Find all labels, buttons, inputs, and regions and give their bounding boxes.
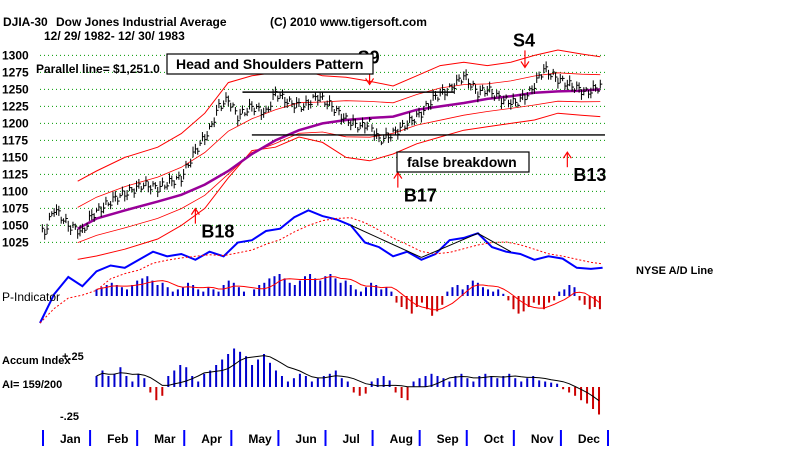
month-label: May [248,432,272,446]
signal-arrowhead [520,61,530,69]
y-tick-label: 1075 [2,201,29,215]
parallel-line-label: Parallel line= $1,251.0 [36,62,160,76]
inner-lower-band-line [77,100,601,243]
ad-trendline [350,224,422,258]
moving-average [77,88,601,230]
accum-tick-bottom: -.25 [60,411,79,423]
signal-label: S4 [513,30,535,50]
y-tick-label: 1175 [2,133,28,147]
accum-index-panel [95,348,601,415]
y-tick-label: 1125 [2,167,28,181]
price-bars [41,61,603,240]
y-tick-label: 1025 [2,235,29,249]
month-label: Sep [437,432,459,446]
neckline-lines [242,91,605,136]
grid: 1300 1275 1250 1225 1200 1175 1150 1125 1100 1075… [2,48,605,249]
month-label: Aug [390,432,413,446]
copyright: (C) 2010 www.tigersoft.com [270,15,427,29]
chart-symbol: DJIA-30 [3,15,48,29]
accum-index-label: Accum Index [2,355,71,367]
date-range: 12/ 29/ 1982- 12/ 30/ 1983 [44,29,185,43]
ad-line-average [39,217,603,324]
moving-average-line [77,88,601,230]
y-tick-label: 1300 [2,48,29,62]
p-indicator-label: P-Indicator [2,290,60,304]
bollinger-bands [77,49,601,260]
signal-arrowhead [365,78,375,86]
ad-line [39,209,603,324]
upper-band-line [77,49,601,182]
ad-trendline [477,232,512,253]
signal-arrowhead [190,207,200,215]
month-label: Jun [295,432,316,446]
p-indicator-panel [95,274,601,316]
accum-tick-top: +.25 [62,351,84,363]
month-label: Jan [60,432,81,446]
month-label: Feb [107,432,128,446]
accum-index-summary: AI= 159/200 [2,379,62,391]
p-indicator-average [96,276,601,311]
y-tick-label: 1100 [2,184,28,198]
signal-arrowhead [562,151,572,159]
y-tick-label: 1150 [2,150,28,164]
inner-upper-band-line [77,72,601,208]
y-tick-label: 1250 [2,82,29,96]
signal-label: B13 [573,165,606,185]
signal-label: B18 [201,222,234,242]
accum-index-average [96,355,600,402]
lower-band-line [77,112,601,260]
signal-annotations: S9S4B17B13B18 [190,30,606,242]
y-tick-label: 1200 [2,116,29,130]
ad-trendline [421,232,479,258]
month-label: Dec [578,432,600,446]
y-tick-label: 1225 [2,99,29,113]
month-label: Apr [201,432,222,446]
chart-title: Dow Jones Industrial Average [56,15,227,29]
pattern-title: Head and Shoulders Pattern [176,56,363,72]
ad-line-label: NYSE A/D Line [636,265,713,277]
y-tick-label: 1050 [2,218,29,232]
month-label: Oct [484,432,504,446]
month-label: Mar [154,432,176,446]
month-label: Nov [531,432,554,446]
breakdown-label: false breakdown [407,154,517,170]
month-axis: Jan Feb Mar Apr May Jun Jul Aug Sep Oct Nov Dec [42,430,609,446]
pattern-title-box [166,53,374,75]
ad-line-series [39,209,603,324]
signal-arrowhead [393,171,403,179]
signal-label: B17 [404,186,437,206]
breakdown-box [396,151,530,173]
y-tick-label: 1275 [2,65,29,79]
month-label: Jul [343,432,360,446]
